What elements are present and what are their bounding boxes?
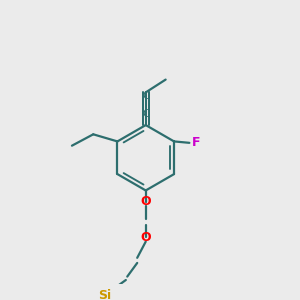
Text: O: O (140, 195, 151, 208)
Text: Si: Si (98, 289, 111, 300)
Text: C: C (142, 91, 149, 101)
Text: F: F (192, 136, 200, 149)
Text: O: O (140, 231, 151, 244)
Text: C: C (142, 109, 149, 119)
